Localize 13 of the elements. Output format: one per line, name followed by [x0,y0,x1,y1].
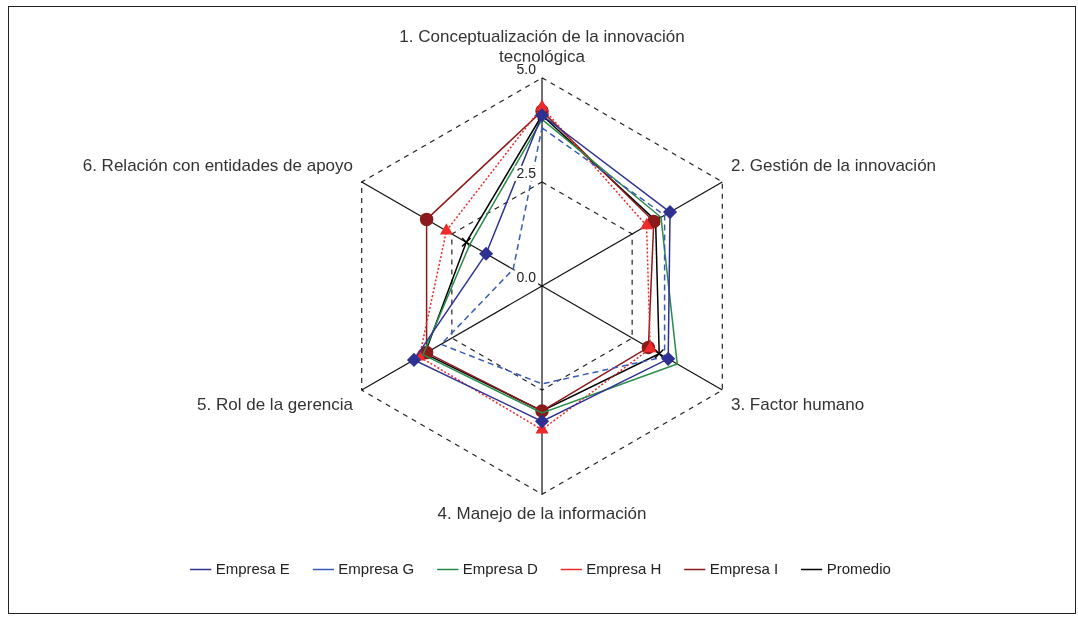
spoke-label: 5. Rol de la gerencia [197,394,354,414]
legend-label: Promedio [826,559,891,577]
legend-label: Empresa G [338,559,415,577]
spoke-label: 4. Manejo de la información [437,504,647,524]
spoke-label: 6. Relación con entidades de apoyo [82,156,354,176]
legend-label: Empresa H [586,559,662,577]
y-tick-label: 2.5 [516,164,537,181]
legend-label: Empresa E [215,559,290,577]
legend-label: Empresa D [462,559,538,577]
y-tick-label: 0.0 [516,268,537,285]
legend-label: Empresa I [709,559,779,577]
spoke-label: 3. Factor humano [730,394,865,414]
spoke-label: 2. Gestión de la innovación [730,156,937,176]
